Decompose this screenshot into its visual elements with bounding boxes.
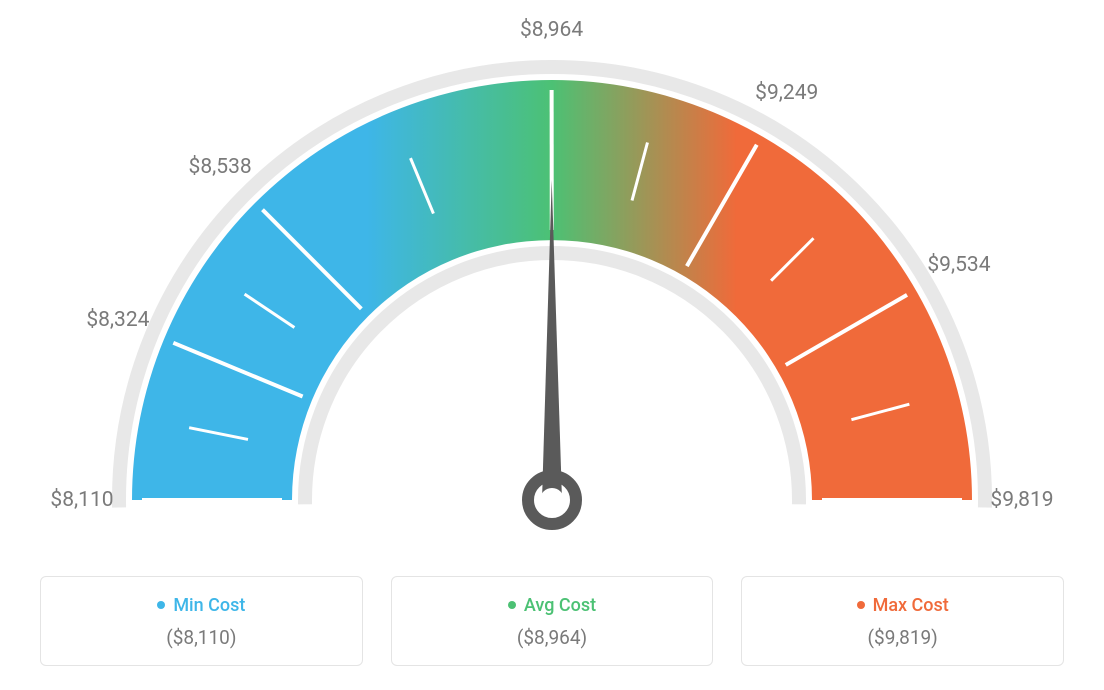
max-cost-label: Max Cost xyxy=(873,595,949,616)
gauge-tick-label: $8,324 xyxy=(86,308,149,332)
avg-cost-title: Avg Cost xyxy=(392,595,713,616)
gauge-tick-label: $9,249 xyxy=(755,81,818,105)
cost-cards: Min Cost ($8,110) Avg Cost ($8,964) Max … xyxy=(40,576,1064,666)
max-cost-dot xyxy=(857,601,865,609)
min-cost-dot xyxy=(157,601,165,609)
min-cost-value: ($8,110) xyxy=(41,626,362,649)
gauge-tick-label: $9,534 xyxy=(927,253,990,277)
gauge-container: $8,110 $8,324 $8,538 $8,964 $9,249 $9,534 $9,8… xyxy=(0,0,1104,560)
max-cost-value: ($9,819) xyxy=(742,626,1063,649)
min-cost-label: Min Cost xyxy=(173,595,245,616)
gauge-tick-label: $8,538 xyxy=(189,155,252,179)
gauge-tick-label: $8,110 xyxy=(50,488,113,512)
gauge-tick-label: $9,819 xyxy=(990,488,1053,512)
min-cost-title: Min Cost xyxy=(41,595,362,616)
avg-cost-card: Avg Cost ($8,964) xyxy=(391,576,714,666)
gauge-tick-label: $8,964 xyxy=(520,18,583,42)
min-cost-card: Min Cost ($8,110) xyxy=(40,576,363,666)
max-cost-card: Max Cost ($9,819) xyxy=(741,576,1064,666)
gauge-svg xyxy=(72,40,1032,580)
avg-cost-dot xyxy=(508,601,516,609)
max-cost-title: Max Cost xyxy=(742,595,1063,616)
avg-cost-value: ($8,964) xyxy=(392,626,713,649)
avg-cost-label: Avg Cost xyxy=(524,595,596,616)
